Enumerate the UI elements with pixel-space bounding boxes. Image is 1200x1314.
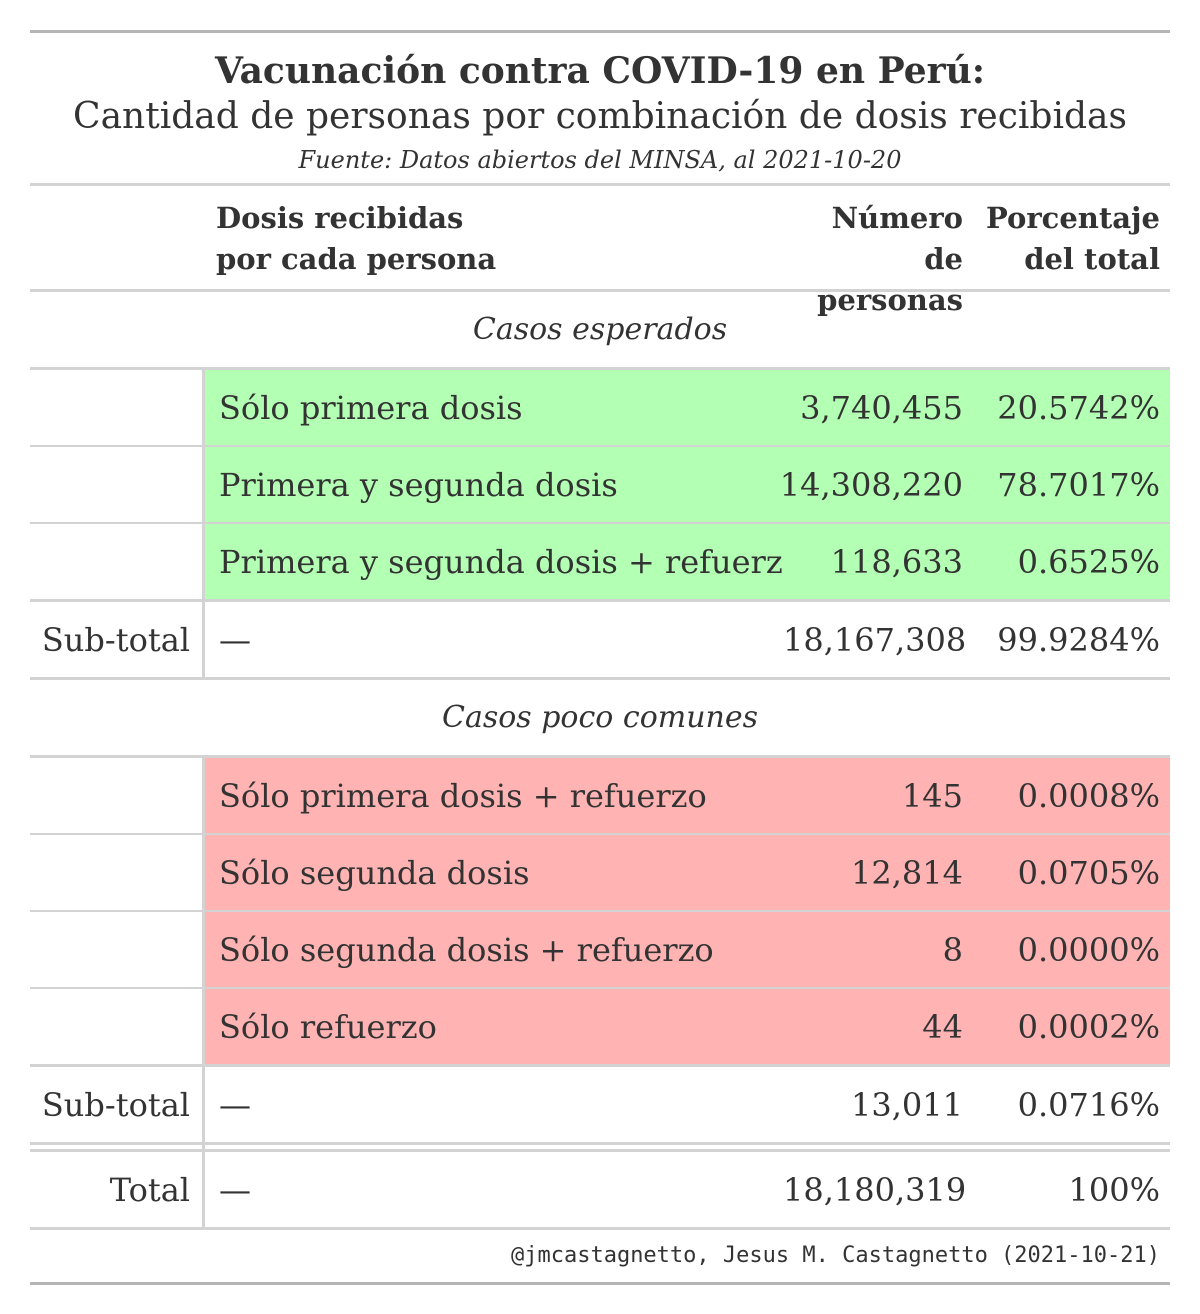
row-count: 14,308,220 <box>780 447 973 522</box>
subtotal-label: Sub-total <box>30 1067 205 1142</box>
row-stub <box>30 370 205 445</box>
table-row: Sólo refuerzo 44 0.0002% <box>30 989 1170 1064</box>
table-row: Sólo primera dosis 3,740,455 20.5742% <box>30 370 1170 445</box>
row-dose: Sólo segunda dosis <box>205 835 783 910</box>
title-block: Vacunación contra COVID-19 en Perú: Cant… <box>30 33 1170 183</box>
total-count: 18,180,319 <box>783 1170 967 1209</box>
row-count: 3,740,455 <box>783 370 973 445</box>
divider <box>30 910 1170 912</box>
divider <box>30 445 1170 447</box>
row-dose: Sólo segunda dosis + refuerzo <box>205 912 783 987</box>
row-count: 8 <box>783 912 973 987</box>
subtotal-row: Sub-total — 18,167,308 99.9284% <box>30 602 1170 677</box>
divider <box>30 289 1170 292</box>
table-row: Sólo primera dosis + refuerzo 145 0.0008% <box>30 758 1170 833</box>
table-row: Primera y segunda dosis + refuerzo 118,63… <box>30 524 1170 599</box>
subtotal-label: Sub-total <box>30 602 205 677</box>
row-stub <box>30 447 205 522</box>
divider <box>30 677 1170 680</box>
chart-subtitle: Cantidad de personas por combinación de … <box>73 96 1127 137</box>
column-header-dose: Dosis recibidas por cada persona <box>205 186 783 280</box>
column-header-percent-line2: del total <box>1024 242 1160 276</box>
top-rule <box>30 30 1170 33</box>
row-count: 12,814 <box>783 835 973 910</box>
subtotal-percent: 0.0716% <box>1017 1085 1160 1124</box>
row-percent: 0.0002% <box>973 989 1170 1064</box>
column-header-row: Dosis recibidas por cada persona Número … <box>30 186 1170 317</box>
subtotal-dose: — <box>219 620 251 659</box>
column-header-count: Número de personas <box>783 186 973 321</box>
column-header-percent: Porcentaje del total <box>973 186 1170 280</box>
total-double-rule <box>30 1142 1170 1152</box>
divider <box>30 599 1170 602</box>
bottom-rule <box>30 1282 1170 1285</box>
row-stub <box>30 912 205 987</box>
row-dose: Primera y segunda dosis + refuerzo <box>205 524 802 599</box>
footer-credit: @jmcastagnetto, Jesus M. Castagnetto (20… <box>510 1243 1160 1268</box>
row-dose: Primera y segunda dosis <box>205 447 783 522</box>
group-label: Casos poco comunes <box>442 700 758 735</box>
row-percent: 0.0000% <box>973 912 1170 987</box>
row-count: 118,633 <box>783 524 973 599</box>
chart-source: Fuente: Datos abiertos del MINSA, al 202… <box>298 146 902 174</box>
total-row: Total — 18,180,319 100% <box>30 1152 1170 1227</box>
subtotal-count: 18,167,308 <box>783 620 967 659</box>
divider <box>30 755 1170 758</box>
row-percent: 0.0705% <box>973 835 1170 910</box>
total-label: Total <box>30 1152 205 1227</box>
divider <box>30 1064 1170 1067</box>
row-dose: Sólo primera dosis <box>205 370 783 445</box>
table-row: Sólo segunda dosis 12,814 0.0705% <box>30 835 1170 910</box>
row-stub <box>30 758 205 833</box>
row-percent: 0.0008% <box>973 758 1170 833</box>
row-percent: 0.6525% <box>973 524 1170 599</box>
divider <box>30 183 1170 186</box>
subtotal-percent: 99.9284% <box>997 620 1160 659</box>
divider <box>30 987 1170 989</box>
group-label: Casos esperados <box>472 312 728 347</box>
column-header-dose-line2: por cada persona <box>216 242 497 276</box>
column-header-dose-line1: Dosis recibidas <box>216 201 464 235</box>
divider <box>30 367 1170 370</box>
divider <box>30 1227 1170 1230</box>
subtotal-row: Sub-total — 13,011 0.0716% <box>30 1067 1170 1142</box>
row-count: 145 <box>783 758 973 833</box>
row-stub <box>30 524 205 599</box>
total-dose: — <box>219 1170 251 1209</box>
row-count: 44 <box>783 989 973 1064</box>
subtotal-count: 13,011 <box>851 1085 963 1124</box>
row-percent: 78.7017% <box>973 447 1170 522</box>
chart-title: Vacunación contra COVID-19 en Perú: <box>214 50 986 92</box>
row-dose: Sólo primera dosis + refuerzo <box>205 758 783 833</box>
row-stub <box>30 989 205 1064</box>
column-header-count-line1: Número de <box>831 201 963 276</box>
row-dose: Sólo refuerzo <box>205 989 783 1064</box>
column-header-count-line2: personas <box>817 283 963 317</box>
subtotal-dose: — <box>219 1085 251 1124</box>
row-stub <box>30 835 205 910</box>
table-row: Primera y segunda dosis 14,308,220 78.7017… <box>30 447 1170 522</box>
column-header-percent-line1: Porcentaje <box>986 201 1160 235</box>
table-body: Casos esperados Sólo primera dosis 3,740,4… <box>30 292 1170 1142</box>
row-percent: 20.5742% <box>973 370 1170 445</box>
divider <box>30 833 1170 835</box>
table-row: Sólo segunda dosis + refuerzo 8 0.0000% <box>30 912 1170 987</box>
total-percent: 100% <box>1068 1170 1160 1209</box>
divider <box>30 522 1170 524</box>
table-figure: Vacunación contra COVID-19 en Perú: Cant… <box>30 30 1170 1285</box>
